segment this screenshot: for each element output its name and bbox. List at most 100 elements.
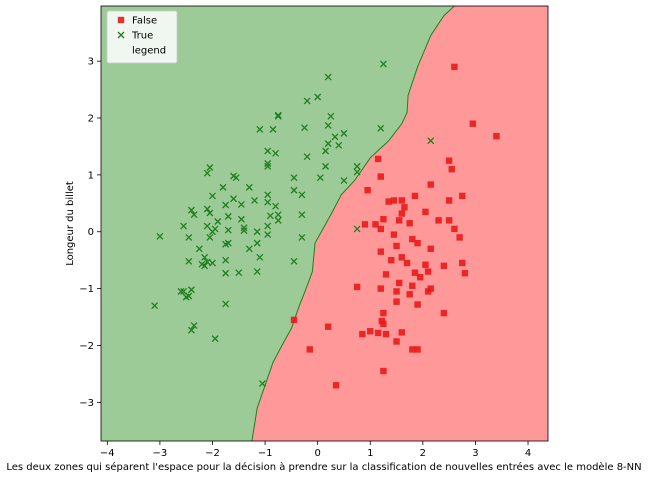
- y-tick-label: 2: [88, 114, 94, 125]
- data-point-true: [187, 206, 195, 214]
- data-point-false: [424, 288, 432, 295]
- data-point-false: [398, 197, 406, 204]
- data-point-true: [206, 209, 214, 217]
- data-point-false: [414, 301, 421, 308]
- data-point-true: [324, 121, 332, 129]
- data-point-true: [206, 164, 214, 171]
- data-point-false: [403, 259, 411, 267]
- data-point-true: [203, 222, 211, 230]
- data-point-false: [461, 270, 469, 277]
- data-point-false: [459, 259, 466, 267]
- data-point-true: [264, 191, 272, 199]
- data-point-false: [324, 323, 332, 330]
- data-point-true: [298, 191, 306, 199]
- data-point-true: [214, 218, 222, 225]
- data-point-true: [274, 112, 282, 120]
- data-point-false: [359, 330, 366, 338]
- data-point-true: [190, 211, 198, 219]
- decision-boundary: [251, 6, 455, 441]
- x-tick-label: −2: [205, 448, 220, 459]
- x-tick-label: 4: [525, 448, 531, 459]
- data-point-false: [445, 197, 453, 204]
- data-point-true: [209, 259, 216, 267]
- data-point-true: [187, 326, 195, 334]
- x-tick-label: −3: [153, 448, 168, 459]
- legend-marker-true: [117, 31, 125, 39]
- data-point-true: [301, 124, 308, 132]
- data-point-true: [322, 147, 330, 155]
- data-point-false: [440, 262, 448, 270]
- data-point-false: [377, 225, 384, 233]
- data-point-true: [314, 93, 322, 101]
- data-point-false: [395, 279, 403, 287]
- data-point-true: [190, 322, 198, 330]
- data-point-true: [272, 149, 280, 157]
- data-point-true: [180, 222, 188, 230]
- data-point-false: [422, 208, 429, 216]
- data-point-false: [377, 285, 384, 292]
- data-point-false: [361, 221, 369, 228]
- x-tick-label: −4: [100, 448, 115, 459]
- data-point-true: [340, 129, 348, 137]
- data-point-false: [393, 242, 400, 250]
- data-point-true: [264, 198, 272, 206]
- data-point-true: [272, 202, 280, 210]
- y-tick-label: −2: [79, 341, 94, 352]
- y-tick-label: −1: [79, 284, 94, 295]
- data-point-true: [290, 186, 298, 194]
- data-point-false: [380, 367, 387, 375]
- data-point-true: [195, 245, 203, 253]
- data-point-true: [203, 258, 211, 266]
- data-point-true: [256, 253, 264, 261]
- data-point-false: [377, 173, 384, 180]
- data-point-false: [409, 235, 416, 243]
- data-point-true: [322, 162, 330, 170]
- data-point-true: [235, 269, 243, 277]
- data-point-false: [409, 282, 416, 289]
- y-tick-label: 1: [88, 170, 94, 181]
- data-point-true: [237, 215, 245, 223]
- data-point-true: [379, 60, 387, 68]
- data-point-true: [340, 177, 348, 185]
- data-point-false: [380, 309, 387, 317]
- data-point-true: [264, 162, 272, 170]
- data-point-true: [251, 197, 259, 204]
- data-point-true: [240, 227, 248, 235]
- data-point-false: [411, 269, 419, 276]
- data-point-true: [324, 73, 332, 81]
- data-point-false: [290, 316, 298, 324]
- data-point-true: [222, 201, 230, 209]
- legend-label-true: True: [131, 31, 153, 42]
- data-point-true: [182, 293, 190, 301]
- data-point-false: [409, 346, 416, 353]
- data-point-true: [253, 268, 261, 276]
- data-point-false: [382, 271, 390, 278]
- data-point-false: [374, 155, 382, 163]
- data-point-true: [316, 174, 324, 182]
- y-tick-label: 3: [88, 57, 94, 68]
- plot-frame: [100, 5, 549, 442]
- y-axis-label: Longeur du billet: [65, 181, 76, 266]
- data-point-true: [232, 174, 240, 182]
- data-point-true: [264, 147, 272, 155]
- data-point-true: [209, 228, 216, 236]
- data-point-true: [353, 168, 361, 176]
- data-point-false: [459, 192, 466, 200]
- x-tick-label: 2: [420, 448, 426, 459]
- data-point-false: [393, 338, 400, 345]
- data-point-false: [445, 217, 453, 224]
- data-point-false: [398, 210, 406, 217]
- data-point-false: [377, 248, 384, 255]
- data-point-true: [201, 253, 209, 261]
- data-point-true: [298, 233, 306, 241]
- data-point-false: [374, 329, 382, 337]
- data-point-false: [445, 157, 453, 164]
- data-point-false: [367, 328, 374, 335]
- data-point-false: [427, 245, 434, 253]
- data-point-false: [435, 217, 442, 224]
- data-point-true: [211, 335, 219, 343]
- data-point-true: [187, 286, 195, 294]
- data-point-false: [448, 165, 455, 173]
- data-point-true: [290, 174, 298, 182]
- data-point-false: [372, 221, 379, 228]
